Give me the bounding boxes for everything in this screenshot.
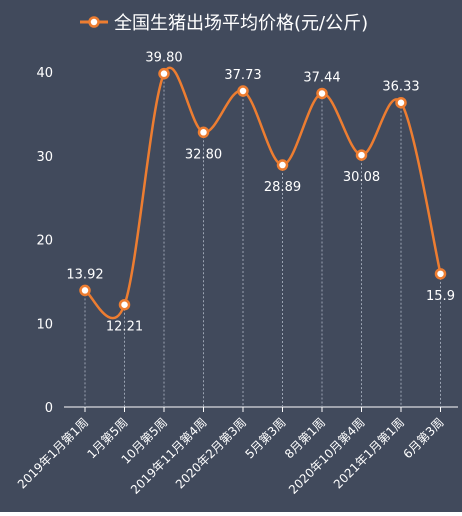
y-tick-label: 30 bbox=[36, 150, 53, 165]
legend-marker bbox=[88, 16, 100, 28]
data-point bbox=[355, 149, 368, 161]
data-label: 13.92 bbox=[66, 267, 103, 282]
data-point bbox=[197, 126, 210, 139]
data-label: 36.33 bbox=[382, 80, 419, 95]
y-tick-label: 40 bbox=[36, 66, 53, 81]
y-tick-label: 0 bbox=[45, 401, 53, 416]
data-label: 32.80 bbox=[185, 147, 222, 162]
data-label: 15.9 bbox=[426, 289, 455, 304]
data-points bbox=[79, 67, 447, 311]
data-point bbox=[276, 159, 289, 171]
series-line bbox=[84, 66, 442, 320]
y-tick-label: 20 bbox=[36, 234, 53, 249]
data-labels: 13.92 12.21 39.80 32.80 37.73 28.89 37.44 30.08… bbox=[66, 51, 455, 335]
drop-lines bbox=[84, 73, 441, 407]
y-tick-label: 10 bbox=[36, 317, 53, 332]
data-point bbox=[237, 85, 249, 97]
data-point bbox=[158, 67, 170, 80]
data-point bbox=[316, 87, 328, 100]
legend: 全国生猪出场平均价格(元/公斤) bbox=[80, 13, 368, 34]
data-label: 30.08 bbox=[343, 170, 380, 185]
data-point bbox=[118, 298, 131, 311]
data-label: 12.21 bbox=[106, 320, 143, 335]
data-label: 39.80 bbox=[145, 51, 182, 66]
data-point bbox=[434, 268, 447, 280]
data-label: 37.44 bbox=[303, 70, 340, 85]
data-point bbox=[79, 284, 91, 297]
legend-label: 全国生猪出场平均价格(元/公斤) bbox=[114, 13, 368, 34]
data-label: 37.73 bbox=[224, 68, 261, 83]
y-axis: 0 10 20 30 40 bbox=[36, 66, 53, 416]
data-point bbox=[395, 96, 407, 109]
data-label: 28.89 bbox=[264, 180, 301, 195]
